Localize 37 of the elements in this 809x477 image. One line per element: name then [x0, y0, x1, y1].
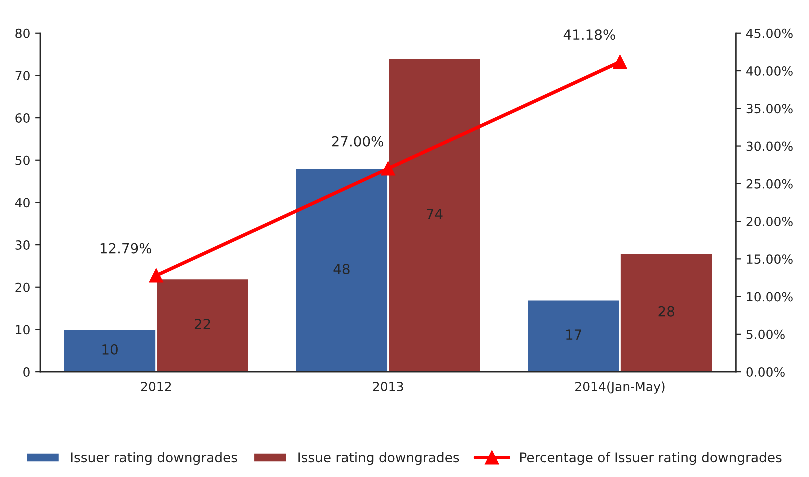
y-tick-label: 20 [16, 282, 30, 292]
data-label: 10 [102, 344, 118, 355]
x-tick-label: 2012 [141, 382, 172, 392]
data-label: 28 [658, 306, 674, 317]
data-label: 27.00% [332, 136, 384, 147]
data-label: 17 [566, 330, 582, 340]
y2-tick-label: 10.00% [747, 292, 793, 302]
data-label: 74 [427, 209, 443, 220]
y2-tick-label: 15.00% [747, 254, 793, 264]
data-label: 12.79% [100, 243, 152, 254]
legend-label: Issue rating downgrades [298, 452, 460, 466]
y-tick-label: 50 [16, 156, 30, 166]
y2-tick-label: 0.00% [746, 368, 785, 377]
y-tick-label: 40 [15, 198, 30, 208]
y2-tick-label: 35.00% [746, 104, 793, 114]
y-tick-label: 60 [16, 114, 30, 123]
x-tick-label: 2013 [373, 382, 404, 392]
y-tick-label: 30 [16, 240, 30, 250]
legend-label: Percentage of Issuer rating downgrades [520, 452, 782, 466]
point [381, 162, 396, 176]
data-label: 41.18% [564, 30, 616, 40]
legend-label: Issuer rating downgrades [71, 452, 238, 466]
point [613, 55, 628, 70]
point [149, 268, 164, 283]
y2-tick-label: 40.00% [746, 66, 793, 76]
y-tick-label: 80 [16, 28, 30, 38]
data-label: 22 [194, 319, 210, 330]
x-tick-label: 2014(Jan-May) [576, 382, 665, 394]
y2-tick-label: 25.00% [746, 179, 793, 189]
y2-tick-label: 20.00% [746, 217, 793, 226]
y2-tick-label: 30.00% [746, 142, 793, 152]
y-tick-label: 0 [24, 368, 30, 377]
data-label: 48 [334, 264, 350, 274]
y-tick-label: 70 [16, 71, 30, 81]
y-tick-label: 10 [16, 325, 30, 335]
y2-tick-label: 5.00% [746, 330, 785, 340]
y2-tick-label: 45.00% [746, 28, 793, 38]
